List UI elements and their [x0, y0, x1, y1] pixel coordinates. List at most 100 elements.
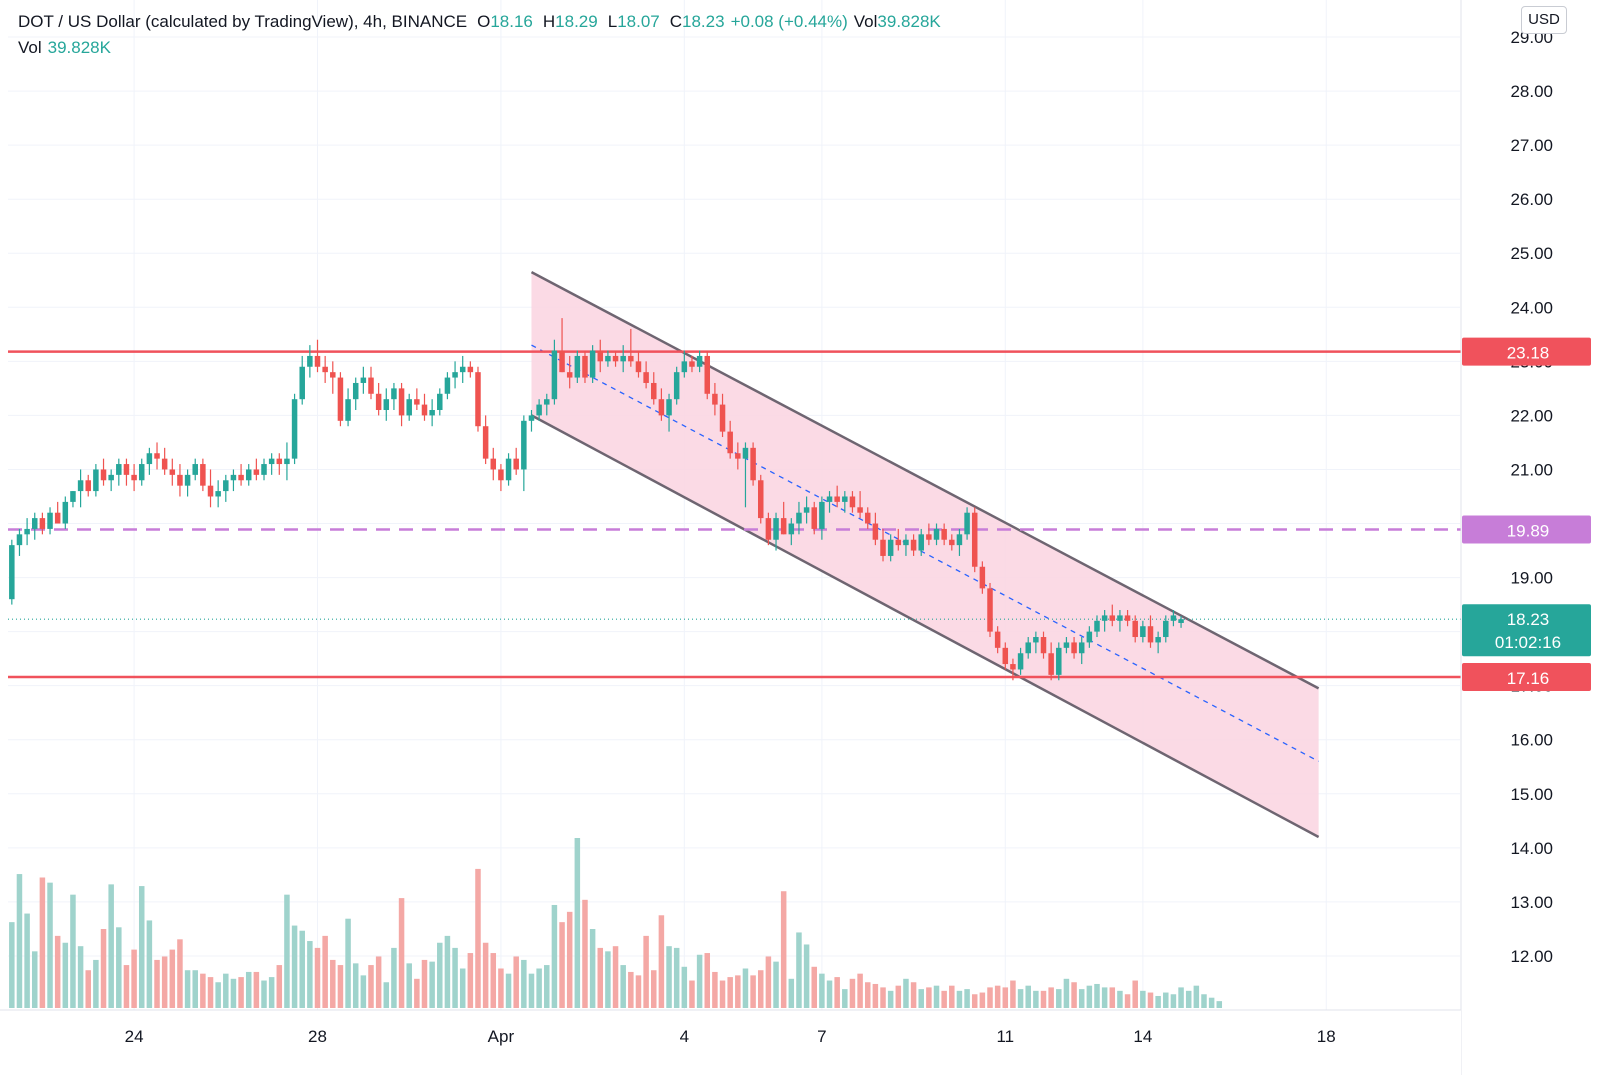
- candle-body: [16, 534, 23, 546]
- volume-bar: [1117, 990, 1123, 1008]
- ohlc-line: DOT / US Dollar (calculated by TradingVi…: [18, 9, 941, 35]
- volume-bar: [964, 989, 970, 1008]
- volume-bar: [842, 989, 848, 1008]
- candle-body: [811, 507, 817, 529]
- volume-bar: [54, 935, 61, 1008]
- volume-bar: [223, 973, 229, 1008]
- candle-body: [352, 382, 359, 400]
- time-tick-label: 7: [817, 1027, 826, 1046]
- volume-bar: [551, 904, 558, 1008]
- candle-body: [773, 518, 779, 540]
- level-price-tag-bg: [1462, 337, 1591, 366]
- candle-body: [544, 399, 550, 405]
- candle-body: [643, 372, 649, 383]
- volume-bar: [1193, 985, 1200, 1008]
- candle-body: [666, 399, 672, 416]
- volume-bar: [941, 990, 947, 1008]
- candle-body: [971, 512, 978, 567]
- candle-body: [1078, 642, 1085, 654]
- volume-bar: [1071, 982, 1077, 1008]
- candle-body: [987, 588, 993, 632]
- volume-bar: [161, 956, 168, 1008]
- price-tick-label: 26.00: [1510, 190, 1553, 209]
- candle-body: [154, 453, 160, 459]
- last-price-tag-bg: [1462, 604, 1591, 657]
- volume-bar: [177, 939, 183, 1008]
- candle-body: [177, 474, 183, 486]
- candle-body: [406, 399, 412, 416]
- volume-bar: [1094, 983, 1100, 1008]
- volume-bar: [949, 985, 955, 1008]
- chart-legend: DOT / US Dollar (calculated by TradingVi…: [18, 9, 941, 61]
- candle-body: [314, 355, 321, 367]
- candle-body: [1109, 615, 1116, 621]
- volume-bar: [482, 942, 489, 1008]
- volume-bar: [62, 942, 69, 1008]
- candle-body: [223, 480, 229, 492]
- level-price-tag-bg: [1462, 663, 1591, 692]
- candle-body: [238, 474, 244, 481]
- candle-body: [437, 393, 443, 410]
- volume-bar: [643, 935, 649, 1008]
- volume-bar: [926, 987, 932, 1008]
- volume-bar: [849, 978, 856, 1008]
- candle-body: [1132, 620, 1138, 638]
- candle-body: [727, 431, 733, 454]
- open-value: 18.16: [490, 12, 533, 31]
- price-tick-label: 19.00: [1510, 569, 1553, 588]
- candle-body: [696, 355, 703, 367]
- currency-button[interactable]: USD: [1521, 6, 1567, 34]
- price-tick-label: 22.00: [1510, 406, 1553, 425]
- time-tick-label: 14: [1133, 1027, 1152, 1046]
- volume-bar: [131, 949, 137, 1008]
- candle-body: [796, 512, 802, 524]
- candle-body: [1163, 620, 1169, 638]
- candle-body: [184, 474, 191, 486]
- volume-bar: [490, 953, 497, 1008]
- candle-body: [673, 372, 680, 400]
- candle-body: [872, 523, 879, 540]
- time-tick-label: 18: [1317, 1027, 1336, 1046]
- volume-bar: [826, 980, 833, 1008]
- volume-legend[interactable]: Vol 39.828K: [18, 35, 941, 61]
- candle-body: [1002, 647, 1009, 665]
- volume-bar: [1048, 987, 1054, 1008]
- candle-body: [215, 491, 221, 497]
- level-price-tag: 19.89: [1462, 515, 1591, 544]
- volume-bar: [620, 965, 626, 1008]
- high-value: 18.29: [555, 12, 598, 31]
- candle-body: [284, 458, 290, 465]
- candle-body: [39, 518, 46, 529]
- volume-bar: [864, 982, 871, 1008]
- channel-fill: [531, 272, 1319, 838]
- candle-body: [200, 464, 206, 486]
- candle-body: [490, 458, 497, 470]
- candle-body: [1094, 620, 1100, 632]
- volume-bar: [719, 980, 726, 1008]
- volume-bar: [696, 954, 703, 1008]
- candle-body: [230, 474, 237, 481]
- volume-bar: [276, 965, 283, 1008]
- time-axis: 24 28 Apr 4 7 11 14 18: [0, 1009, 1461, 1075]
- volume-bar: [651, 970, 657, 1008]
- volume-bar: [933, 985, 940, 1008]
- price-tick-label: 12.00: [1510, 947, 1553, 966]
- candle-body: [826, 496, 833, 502]
- candle-body: [1117, 615, 1123, 621]
- volume-bar: [582, 899, 588, 1008]
- volume-bar: [169, 949, 176, 1008]
- level-price-tag-bg: [1462, 515, 1591, 544]
- volume-bar: [337, 965, 344, 1008]
- candle-body: [712, 393, 718, 405]
- candle-body: [47, 512, 53, 529]
- candle-body: [9, 545, 15, 600]
- candle-body: [620, 355, 626, 362]
- volume-bar: [872, 983, 879, 1008]
- candle-body: [597, 350, 604, 362]
- volume-bar: [903, 978, 909, 1008]
- volume-bar: [712, 971, 718, 1008]
- candle-body: [979, 566, 986, 589]
- volume-bar: [673, 947, 680, 1008]
